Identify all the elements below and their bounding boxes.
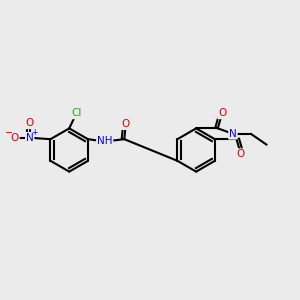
Text: O: O xyxy=(11,133,19,143)
Text: N: N xyxy=(229,129,237,139)
Text: O: O xyxy=(218,108,226,118)
Text: +: + xyxy=(32,128,38,137)
Text: Cl: Cl xyxy=(71,108,82,118)
Text: O: O xyxy=(122,119,130,129)
Text: −: − xyxy=(5,128,14,137)
Text: NH: NH xyxy=(97,136,112,146)
Text: O: O xyxy=(26,118,34,128)
Text: N: N xyxy=(26,133,34,143)
Text: O: O xyxy=(237,149,245,159)
